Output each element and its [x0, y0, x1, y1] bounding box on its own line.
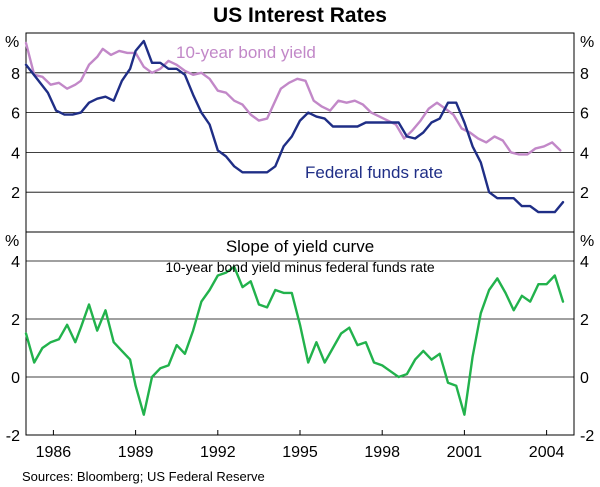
- fed-funds-line: [24, 39, 565, 214]
- gridlines: [26, 72, 574, 435]
- source-note: Sources: Bloomberg; US Federal Reserve: [22, 469, 265, 484]
- bond-yield-line: [24, 41, 562, 156]
- bottom-ytick-left--2: -2: [6, 428, 20, 445]
- bottom-ytick-right--2: -2: [580, 428, 594, 445]
- top-ytick-right-8: 8: [580, 66, 589, 83]
- bottom-unit-right: %: [580, 233, 594, 250]
- chart-title: US Interest Rates: [213, 4, 387, 27]
- plot-frame: [25, 32, 575, 436]
- chart-labels: 2 2 4 4 6 6 8 8% % -2 -2 0 0 2 2 4 4% % 1989 1992 1995 1998 20…: [5, 34, 594, 484]
- top-ytick-right-2: 2: [580, 185, 589, 202]
- slope-line: [24, 265, 565, 416]
- top-ytick-left-2: 2: [11, 185, 20, 202]
- slope-title: Slope of yield curve: [226, 237, 374, 256]
- bottom-ytick-left-2: 2: [11, 312, 20, 329]
- bottom-ytick-right-2: 2: [580, 312, 589, 329]
- bottom-ytick-right-4: 4: [580, 254, 589, 271]
- x-label-1998: 1998: [364, 444, 400, 461]
- x-label-1989: 1989: [118, 444, 154, 461]
- top-unit-left: %: [5, 34, 19, 51]
- top-ytick-left-4: 4: [11, 145, 20, 162]
- series-lines: [24, 39, 565, 416]
- bottom-unit-left: %: [5, 233, 19, 250]
- x-label-1995: 1995: [282, 444, 318, 461]
- x-label-1992: 1992: [200, 444, 236, 461]
- x-label-2001: 2001: [447, 444, 483, 461]
- x-label-1986: 1986: [36, 444, 72, 461]
- top-ytick-left-6: 6: [11, 106, 20, 123]
- top-ytick-right-4: 4: [580, 145, 589, 162]
- slope-subtitle: 10-year bond yield minus federal funds r…: [165, 259, 434, 275]
- bond-yield-label: 10-year bond yield: [176, 43, 316, 62]
- bottom-ytick-left-4: 4: [11, 254, 20, 271]
- top-ytick-left-8: 8: [11, 66, 20, 83]
- bottom-ytick-right-0: 0: [580, 370, 589, 387]
- bottom-ytick-left-0: 0: [11, 370, 20, 387]
- x-label-2004: 2004: [529, 444, 565, 461]
- fed-funds-label: Federal funds rate: [305, 163, 443, 182]
- top-ytick-right-6: 6: [580, 106, 589, 123]
- top-unit-right: %: [580, 34, 594, 51]
